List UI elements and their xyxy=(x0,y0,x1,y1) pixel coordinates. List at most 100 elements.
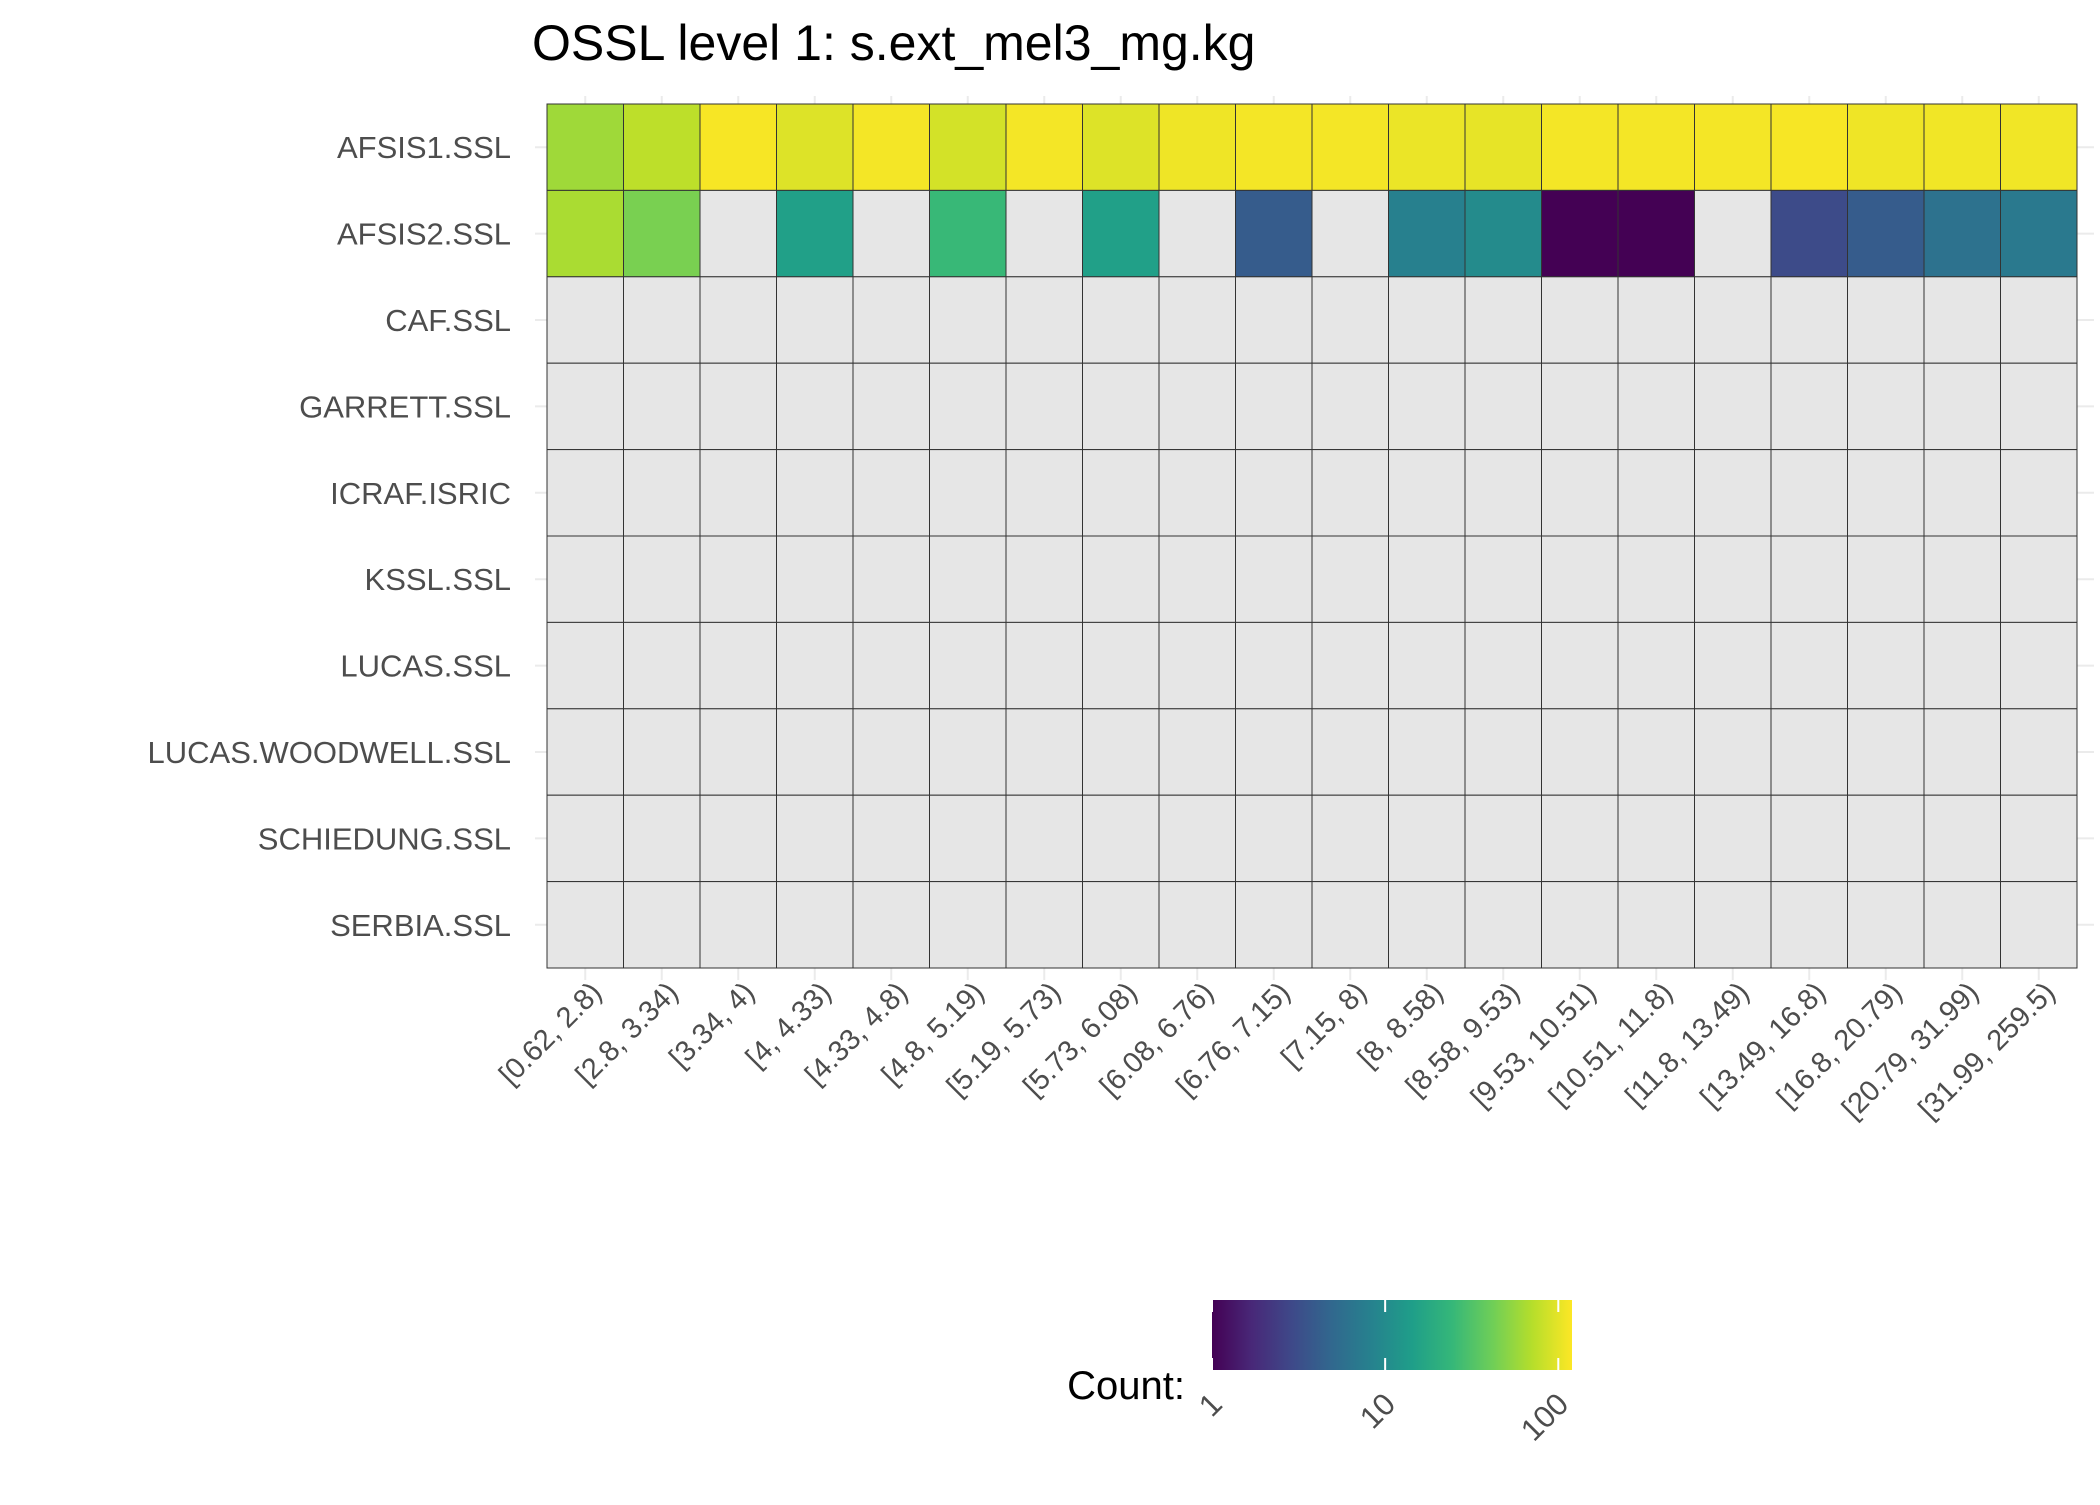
heatmap-cell xyxy=(1694,362,1772,451)
heatmap-cell xyxy=(1388,103,1466,191)
heatmap-cell xyxy=(623,276,701,364)
heatmap-cell xyxy=(1694,449,1772,537)
heatmap-cell xyxy=(1847,189,1925,278)
heatmap-cell xyxy=(776,881,854,969)
heatmap-cell xyxy=(1923,362,2001,451)
heatmap-cell xyxy=(1923,794,2001,883)
heatmap-cell xyxy=(1082,621,1160,710)
heatmap-cell xyxy=(1158,881,1236,969)
heatmap-cell xyxy=(1311,708,1389,796)
heatmap-cell xyxy=(1005,362,1083,451)
heatmap-cell xyxy=(1694,621,1772,710)
heatmap-cell xyxy=(699,362,777,451)
heatmap-cell xyxy=(1005,189,1083,278)
heatmap-cell xyxy=(1082,189,1160,278)
y-tick-label: CAF.SSL xyxy=(385,303,511,338)
heatmap-cell xyxy=(1847,621,1925,710)
heatmap-cell xyxy=(852,881,930,969)
heatmap-cell xyxy=(1464,103,1542,191)
legend-tick-label: 100 xyxy=(1514,1386,1575,1447)
heatmap-cell xyxy=(1311,535,1389,623)
heatmap-cell xyxy=(776,276,854,364)
heatmap-cell xyxy=(1770,449,1848,537)
heatmap-cell xyxy=(1388,708,1466,796)
heatmap-cell xyxy=(2000,621,2078,710)
heatmap-cell xyxy=(1464,189,1542,278)
heatmap-cell xyxy=(1464,535,1542,623)
heatmap-cell xyxy=(699,621,777,710)
heatmap-cell xyxy=(699,449,777,537)
heatmap-cell xyxy=(1082,708,1160,796)
heatmap-cell xyxy=(1082,276,1160,364)
heatmap-cell xyxy=(1005,449,1083,537)
heatmap-cell xyxy=(1617,362,1695,451)
heatmap-cell xyxy=(1770,794,1848,883)
heatmap-cell xyxy=(852,708,930,796)
heatmap-cell xyxy=(699,276,777,364)
heatmap-cell xyxy=(1847,794,1925,883)
heatmap-cell xyxy=(1235,794,1313,883)
heatmap-cell xyxy=(623,189,701,278)
heatmap-cell xyxy=(929,621,1007,710)
y-tick-label: LUCAS.SSL xyxy=(340,649,511,684)
heatmap-cell xyxy=(776,362,854,451)
heatmap-cell xyxy=(699,103,777,191)
heatmap-cell xyxy=(1082,449,1160,537)
heatmap-cell xyxy=(1541,794,1619,883)
y-tick-label: LUCAS.WOODWELL.SSL xyxy=(148,735,511,770)
heatmap-cell xyxy=(546,708,624,796)
heatmap-cell xyxy=(852,621,930,710)
heatmap-cell xyxy=(1923,535,2001,623)
heatmap-cell xyxy=(1082,535,1160,623)
y-tick-label: SERBIA.SSL xyxy=(330,908,511,943)
heatmap-cell xyxy=(1617,794,1695,883)
heatmap-cell xyxy=(1694,103,1772,191)
heatmap-cell xyxy=(1464,881,1542,969)
heatmap-cell xyxy=(1158,103,1236,191)
heatmap-cell xyxy=(1694,189,1772,278)
heatmap-cell xyxy=(1847,881,1925,969)
heatmap-cell xyxy=(1464,621,1542,710)
heatmap-cell xyxy=(1005,535,1083,623)
heatmap-cell xyxy=(1158,362,1236,451)
heatmap-cell xyxy=(1617,103,1695,191)
heatmap-cell xyxy=(1770,103,1848,191)
heatmap-cell xyxy=(1158,449,1236,537)
heatmap-cell xyxy=(2000,103,2078,191)
heatmap-cell xyxy=(1082,362,1160,451)
heatmap-cell xyxy=(1541,103,1619,191)
heatmap-cell xyxy=(623,535,701,623)
heatmap-cell xyxy=(929,708,1007,796)
heatmap-cell xyxy=(852,362,930,451)
heatmap-cell xyxy=(1158,794,1236,883)
heatmap-cell xyxy=(1388,794,1466,883)
heatmap-cell xyxy=(699,535,777,623)
heatmap-cell xyxy=(1082,794,1160,883)
heatmap-cell xyxy=(776,708,854,796)
heatmap-cell xyxy=(929,362,1007,451)
heatmap-cell xyxy=(1694,535,1772,623)
heatmap-cell xyxy=(623,708,701,796)
x-tick-label: [31.99, 259.5) xyxy=(1913,976,2062,1125)
heatmap-cell xyxy=(1158,535,1236,623)
heatmap-cell xyxy=(623,881,701,969)
heatmap-cell xyxy=(1770,708,1848,796)
heatmap-cell xyxy=(1541,708,1619,796)
heatmap-cell xyxy=(1311,362,1389,451)
heatmap-cell xyxy=(699,189,777,278)
heatmap-cell xyxy=(1770,276,1848,364)
heatmap-cell xyxy=(852,103,930,191)
heatmap-cell xyxy=(1005,794,1083,883)
heatmap-cell xyxy=(1388,189,1466,278)
heatmap-cell xyxy=(1388,881,1466,969)
heatmap-cell xyxy=(546,189,624,278)
heatmap-cell xyxy=(1770,535,1848,623)
heatmap-cell xyxy=(929,276,1007,364)
y-tick-label: KSSL.SSL xyxy=(365,562,511,597)
heatmap-cell xyxy=(2000,708,2078,796)
heatmap-cell xyxy=(929,189,1007,278)
heatmap-cell xyxy=(1235,189,1313,278)
heatmap-cell xyxy=(2000,794,2078,883)
heatmap-cell xyxy=(929,794,1007,883)
